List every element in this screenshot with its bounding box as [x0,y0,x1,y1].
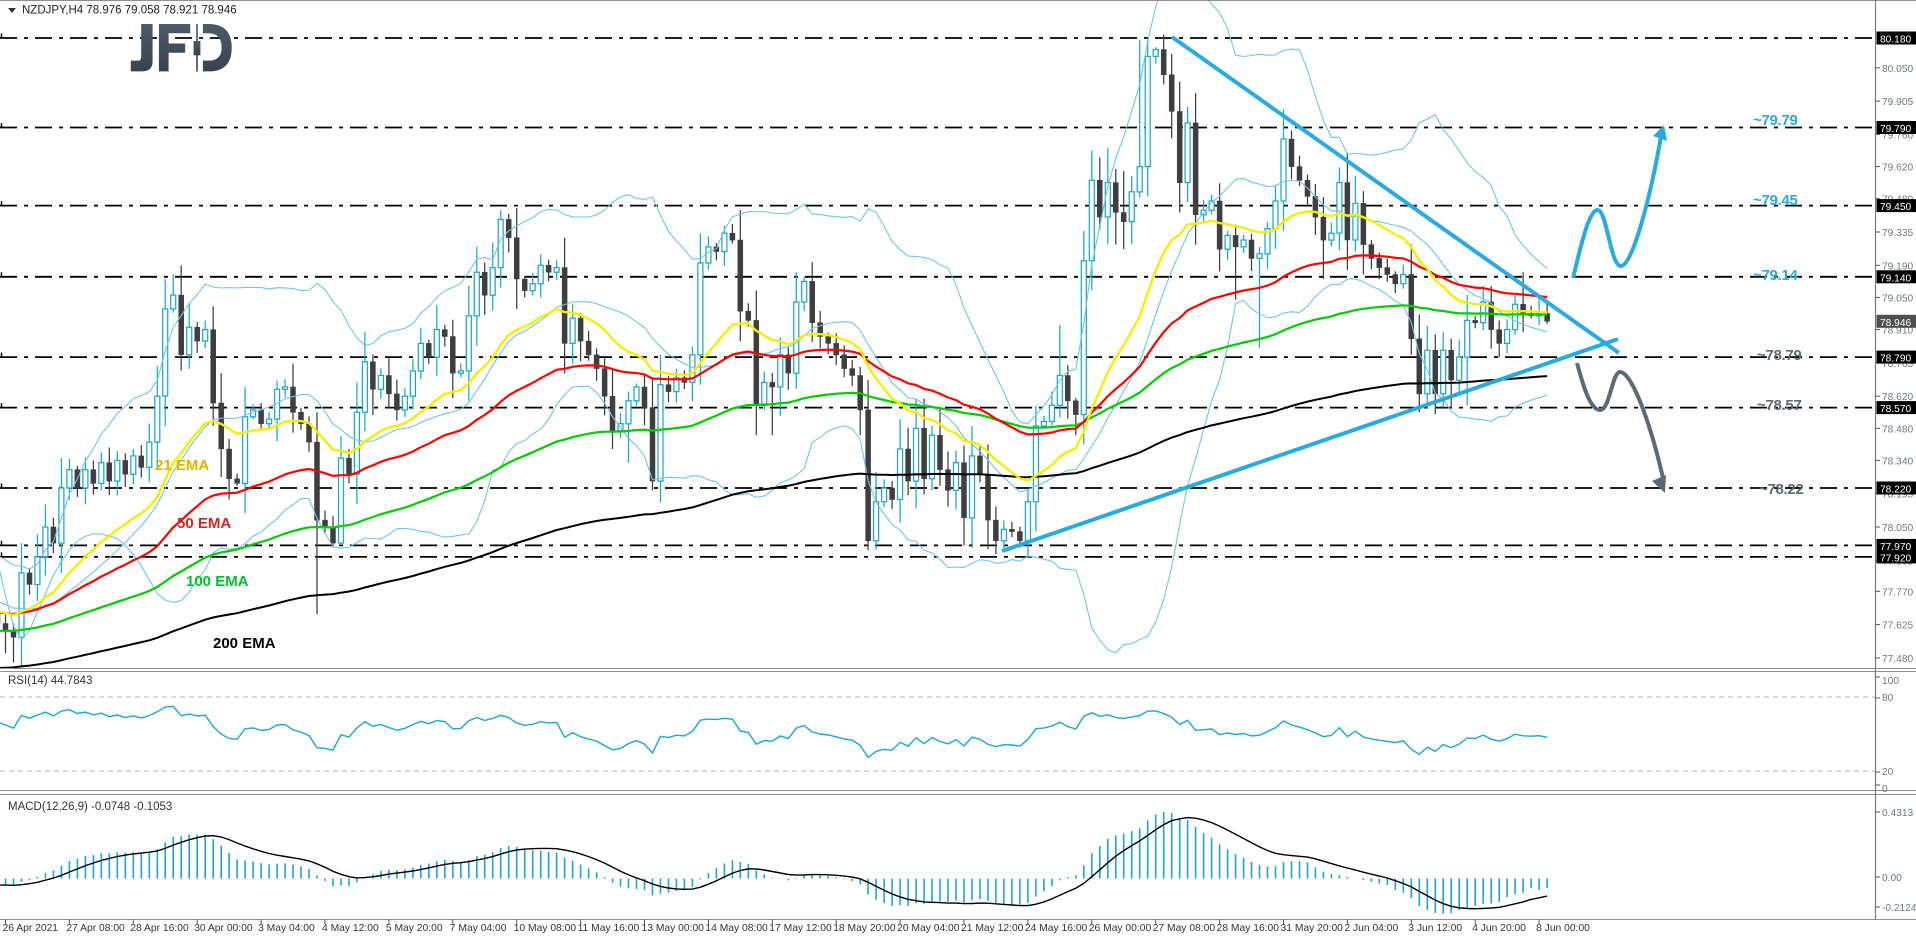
svg-text:28 Apr 16:00: 28 Apr 16:00 [130,923,189,934]
svg-text:79.190: 79.190 [1882,261,1913,272]
svg-text:21 EMA: 21 EMA [155,457,209,474]
svg-text:26 May 00:00: 26 May 00:00 [1089,923,1152,934]
svg-text:77.480: 77.480 [1882,654,1913,665]
svg-text:21 May 12:00: 21 May 12:00 [961,923,1024,934]
svg-text:26 Apr 2021: 26 Apr 2021 [3,923,59,934]
svg-text:77.920: 77.920 [1880,553,1911,564]
svg-text:30 Apr 00:00: 30 Apr 00:00 [194,923,253,934]
svg-text:~78.79: ~78.79 [1757,347,1802,364]
svg-text:79.050: 79.050 [1882,293,1913,304]
svg-text:0.00: 0.00 [1882,873,1902,884]
svg-text:13 May 00:00: 13 May 00:00 [642,923,705,934]
svg-text:77.625: 77.625 [1882,621,1913,632]
svg-text:4 May 12:00: 4 May 12:00 [322,923,379,934]
svg-text:~78.57: ~78.57 [1757,397,1802,414]
svg-text:78.765: 78.765 [1882,359,1913,370]
svg-text:78.910: 78.910 [1882,326,1913,337]
svg-text:~79.45: ~79.45 [1753,192,1798,209]
svg-text:100: 100 [1882,676,1899,687]
svg-text:~78.22: ~78.22 [1759,481,1804,498]
svg-text:11 May 16:00: 11 May 16:00 [578,923,640,934]
svg-text:78.050: 78.050 [1882,523,1913,534]
svg-text:78.620: 78.620 [1882,392,1913,403]
svg-text:14 May 08:00: 14 May 08:00 [705,923,768,934]
svg-text:79.140: 79.140 [1880,273,1911,284]
svg-text:80.180: 80.180 [1880,35,1911,46]
svg-text:10 May 08:00: 10 May 08:00 [514,923,577,934]
svg-text:80.050: 80.050 [1882,64,1913,75]
svg-text:78.570: 78.570 [1880,404,1911,415]
svg-text:2 Jun 04:00: 2 Jun 04:00 [1344,923,1398,934]
svg-text:0.4313: 0.4313 [1882,808,1913,819]
svg-text:NZDJPY,H4 78.976 79.058 78.92: NZDJPY,H4 78.976 79.058 78.921 78.946 [22,5,237,17]
svg-text:4 Jun 20:00: 4 Jun 20:00 [1472,923,1526,934]
svg-text:78.480: 78.480 [1882,424,1913,435]
svg-text:78.220: 78.220 [1880,485,1911,496]
svg-text:-0.2124: -0.2124 [1882,903,1916,914]
svg-text:17 May 12:00: 17 May 12:00 [769,923,832,934]
svg-text:28 May 16:00: 28 May 16:00 [1217,923,1280,934]
svg-text:79.450: 79.450 [1880,202,1911,213]
svg-text:27 Apr 08:00: 27 Apr 08:00 [66,923,125,934]
svg-text:77.770: 77.770 [1882,587,1913,598]
svg-text:78.946: 78.946 [1880,318,1911,329]
svg-text:78.340: 78.340 [1882,456,1913,467]
svg-text:100 EMA: 100 EMA [186,573,249,590]
svg-text:79.620: 79.620 [1882,163,1913,174]
svg-text:7 May 04:00: 7 May 04:00 [450,923,507,934]
svg-text:79.335: 79.335 [1882,228,1913,239]
svg-text:79.905: 79.905 [1882,97,1913,108]
svg-text:3 May 04:00: 3 May 04:00 [258,923,315,934]
svg-text:200 EMA: 200 EMA [213,635,276,652]
svg-text:79.790: 79.790 [1880,124,1911,135]
svg-text:20 May 04:00: 20 May 04:00 [897,923,960,934]
svg-text:8 Jun 00:00: 8 Jun 00:00 [1536,923,1590,934]
svg-text:3 Jun 12:00: 3 Jun 12:00 [1408,923,1462,934]
svg-text:31 May 20:00: 31 May 20:00 [1281,923,1344,934]
svg-text:77.970: 77.970 [1880,542,1911,553]
svg-text:~79.14: ~79.14 [1753,267,1798,284]
svg-text:24 May 16:00: 24 May 16:00 [1025,923,1088,934]
svg-text:RSI(14) 44.7843: RSI(14) 44.7843 [8,675,92,687]
svg-text:79.760: 79.760 [1882,130,1913,141]
svg-text:50 EMA: 50 EMA [177,515,231,532]
svg-text:78.195: 78.195 [1882,490,1913,501]
svg-text:20: 20 [1882,767,1894,778]
svg-text:78.790: 78.790 [1880,354,1911,365]
svg-text:5 May 20:00: 5 May 20:00 [386,923,443,934]
svg-text:80: 80 [1882,693,1894,704]
svg-text:18 May 20:00: 18 May 20:00 [833,923,896,934]
svg-text:MACD(12,26,9) -0.0748 -0.1053: MACD(12,26,9) -0.0748 -0.1053 [8,801,172,813]
svg-text:27 May 08:00: 27 May 08:00 [1153,923,1216,934]
svg-text:0: 0 [1882,784,1888,795]
svg-text:~79.79: ~79.79 [1753,112,1798,129]
